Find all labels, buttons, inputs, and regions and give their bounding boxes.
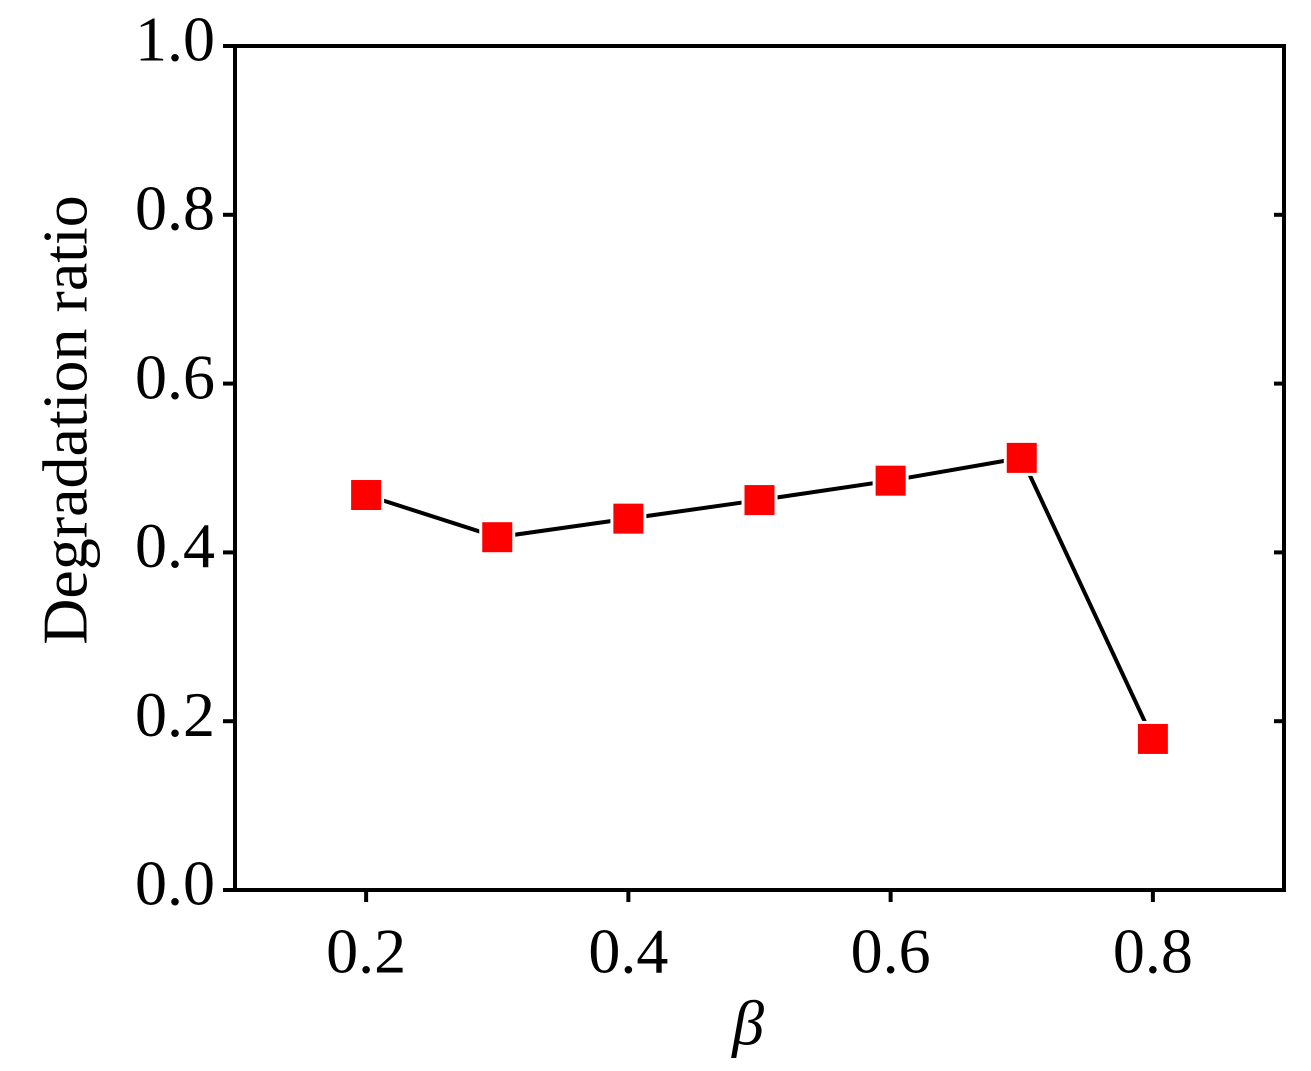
- y-tick-label: 0.6: [135, 341, 215, 412]
- plot-frame: [233, 44, 1286, 892]
- y-tick-label: 1.0: [135, 4, 215, 75]
- y-tick-label: 0.0: [135, 848, 215, 919]
- marker: [479, 519, 516, 556]
- x-tick-label: 0.6: [851, 916, 931, 987]
- x-tick-label: 0.8: [1113, 916, 1193, 987]
- y-tick-label: 0.2: [135, 679, 215, 750]
- x-tick-label: 0.2: [326, 916, 406, 987]
- marker: [1003, 439, 1040, 476]
- y-tick-label: 0.8: [135, 172, 215, 243]
- y-axis-label: Degradation ratio: [30, 195, 101, 645]
- x-tick-label: 0.4: [588, 916, 668, 987]
- marker: [348, 477, 385, 514]
- marker: [872, 462, 909, 499]
- marker: [610, 500, 647, 537]
- marker: [1134, 720, 1171, 757]
- y-tick-label: 0.4: [135, 510, 215, 581]
- x-axis-label: β: [730, 988, 764, 1059]
- marker: [741, 482, 778, 519]
